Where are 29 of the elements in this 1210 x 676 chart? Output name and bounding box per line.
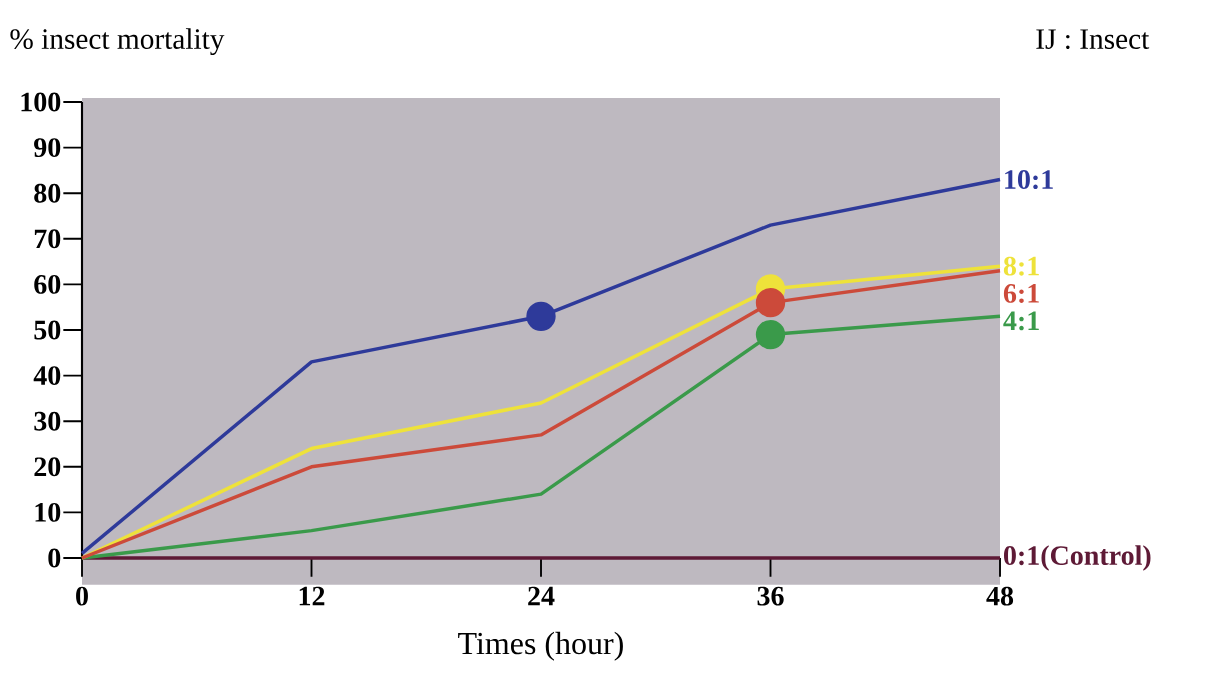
series-label: 10:1 — [1005, 170, 1053, 190]
y-tick-label: 100 — [21, 92, 61, 112]
y-tick-label: 70 — [34, 229, 61, 249]
y-tick-label: 90 — [34, 138, 61, 158]
y-axis-title: % insect mortality — [10, 28, 225, 55]
x-axis-title: Times (hour) — [458, 631, 623, 661]
y-tick-label: 20 — [34, 457, 61, 477]
y-tick-label: 50 — [34, 320, 61, 340]
point — [755, 319, 786, 350]
y-tick-label: 30 — [34, 411, 61, 431]
series-label: 4:1 — [1003, 311, 1039, 331]
y-tick-label: 80 — [34, 183, 61, 203]
point — [526, 301, 556, 331]
x-tick-label: 0 — [76, 586, 88, 606]
y-tick-label: 60 — [34, 274, 61, 294]
x-tick-label: 12 — [299, 586, 325, 606]
series-label: 6:1 — [1003, 284, 1039, 303]
x-tick-label: 36 — [757, 586, 784, 606]
line-series — [80, 177, 1002, 556]
line-series — [80, 314, 1002, 560]
series-label: 8:1 — [1003, 256, 1039, 276]
point — [755, 287, 786, 318]
series-label: 0:1(Control) — [1004, 545, 1151, 571]
y-tick-label: 0 — [48, 548, 61, 568]
legend-title: IJ : Insect — [1036, 29, 1150, 50]
x-tick-label: 24 — [528, 586, 555, 606]
y-tick-label: 40 — [33, 366, 61, 386]
x-tick-label: 48 — [986, 586, 1014, 606]
y-tick-label: 10 — [35, 502, 61, 522]
